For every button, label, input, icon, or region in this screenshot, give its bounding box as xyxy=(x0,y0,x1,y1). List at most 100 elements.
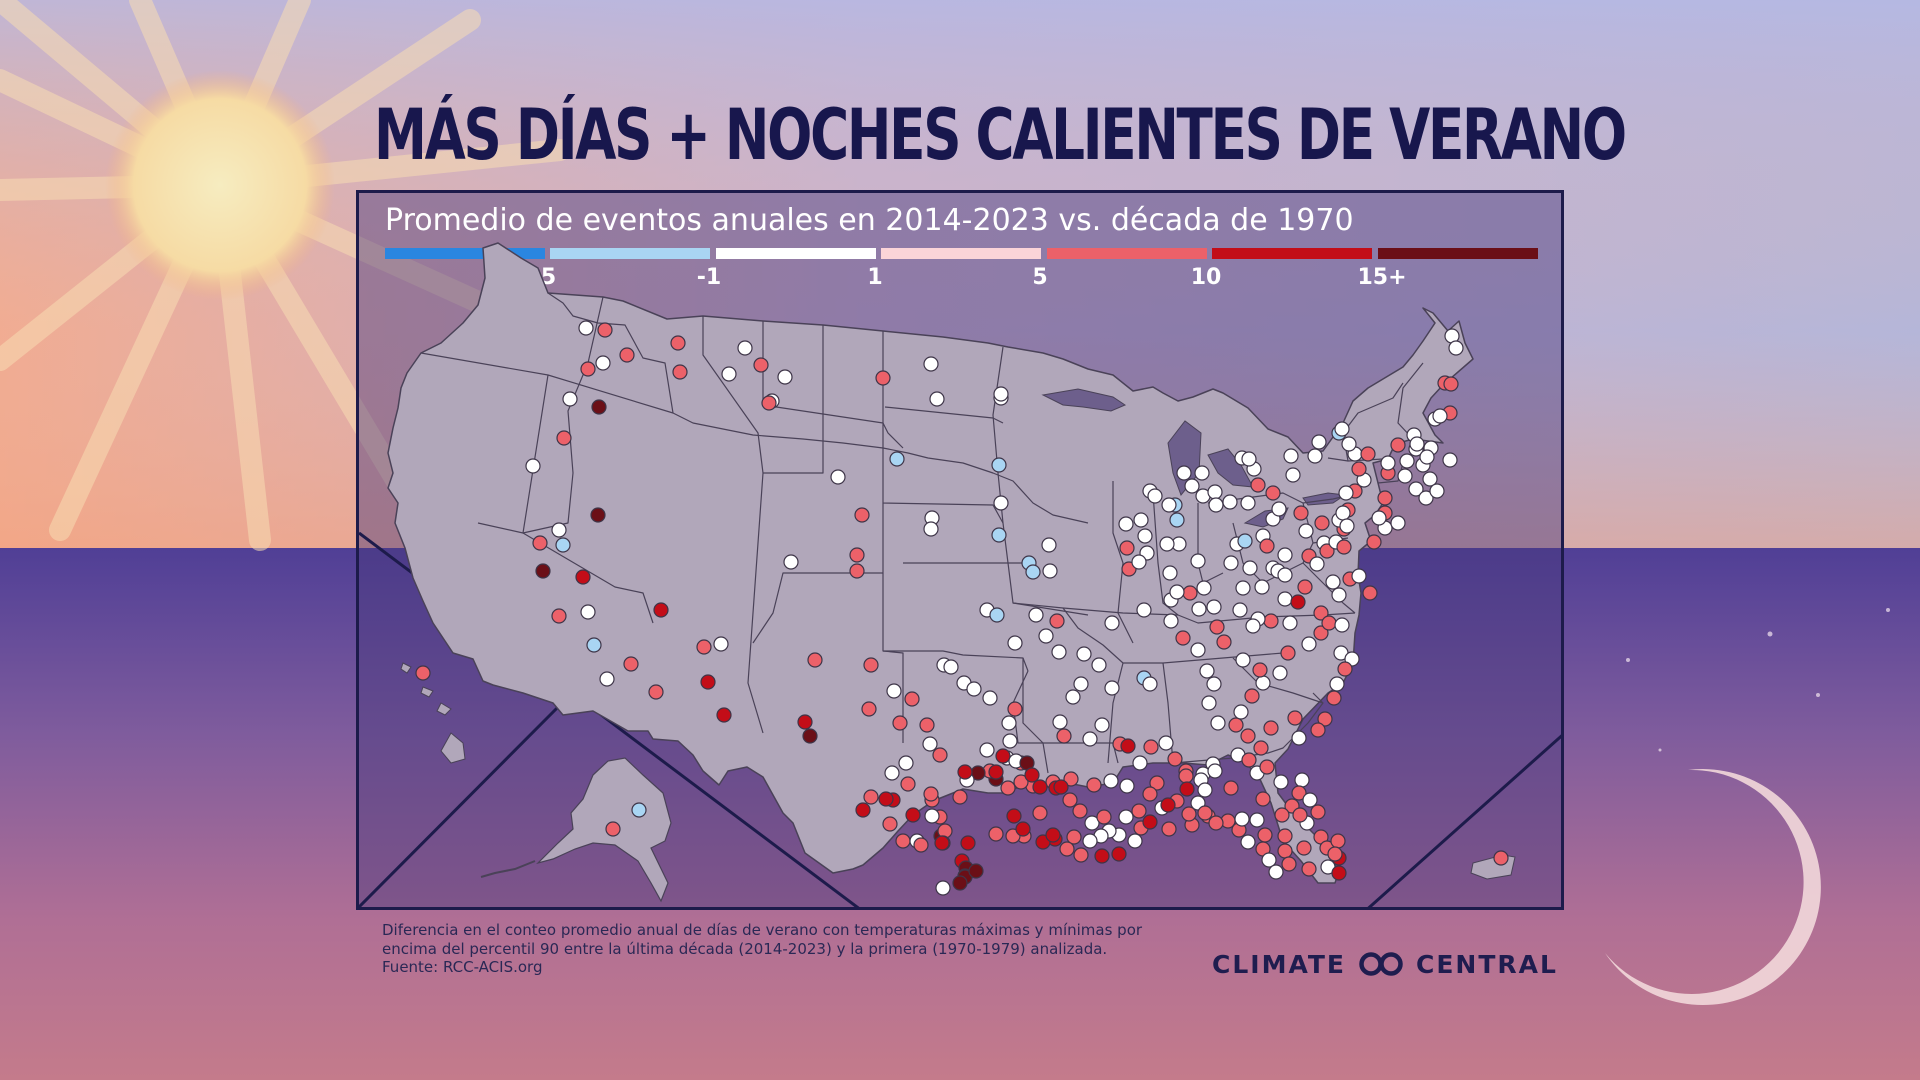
station-marker xyxy=(1169,512,1185,528)
station-marker xyxy=(1000,780,1016,796)
station-marker xyxy=(1084,815,1100,831)
station-marker xyxy=(1240,728,1256,744)
station-marker xyxy=(753,357,769,373)
station-marker xyxy=(1293,505,1309,521)
station-marker xyxy=(1159,536,1175,552)
station-marker xyxy=(1065,689,1081,705)
station-marker xyxy=(1235,652,1251,668)
station-marker xyxy=(1120,738,1136,754)
station-marker xyxy=(1311,434,1327,450)
station-marker xyxy=(1206,676,1222,692)
station-marker xyxy=(623,656,639,672)
station-marker xyxy=(1268,864,1284,880)
station-marker xyxy=(988,764,1004,780)
station-marker xyxy=(1325,574,1341,590)
station-marker xyxy=(878,791,894,807)
station-marker xyxy=(1399,453,1415,469)
station-marker xyxy=(1032,779,1048,795)
station-marker xyxy=(1094,848,1110,864)
station-marker xyxy=(1255,675,1271,691)
station-marker xyxy=(595,355,611,371)
legend-tick-label: 5 xyxy=(1032,265,1048,290)
station-marker xyxy=(1241,451,1257,467)
legend-bin-4 xyxy=(881,248,1041,259)
station-marker xyxy=(991,457,1007,473)
legend-tick-label: 10 xyxy=(1190,265,1222,290)
station-marker xyxy=(1448,340,1464,356)
station-marker xyxy=(932,747,948,763)
station-marker xyxy=(653,602,669,618)
station-marker xyxy=(1028,607,1044,623)
station-marker xyxy=(525,458,541,474)
station-marker xyxy=(1182,585,1198,601)
station-marker xyxy=(1493,850,1509,866)
station-marker xyxy=(1082,731,1098,747)
station-marker xyxy=(1208,497,1224,513)
station-marker xyxy=(1294,772,1310,788)
map-panel: Promedio de eventos anuales en 2014-2023… xyxy=(356,190,1564,910)
legend-bin-7 xyxy=(1378,248,1538,259)
station-marker xyxy=(1207,763,1223,779)
station-marker xyxy=(1179,781,1195,797)
footnote-source: Fuente: RCC-ACIS.org xyxy=(382,958,543,976)
station-marker xyxy=(1015,821,1031,837)
sun-icon xyxy=(105,70,335,300)
station-marker xyxy=(1118,516,1134,532)
station-marker xyxy=(1245,618,1261,634)
station-marker xyxy=(1160,797,1176,813)
station-marker xyxy=(1191,601,1207,617)
station-marker xyxy=(855,802,871,818)
station-marker xyxy=(863,789,879,805)
legend-bin-2 xyxy=(550,248,710,259)
station-marker xyxy=(1237,533,1253,549)
station-marker xyxy=(1162,565,1178,581)
station-marker xyxy=(1184,478,1200,494)
station-marker xyxy=(1310,804,1326,820)
station-marker xyxy=(919,717,935,733)
station-marker xyxy=(1175,630,1191,646)
station-marker xyxy=(1234,811,1250,827)
station-marker xyxy=(923,521,939,537)
station-marker xyxy=(1409,436,1425,452)
station-marker xyxy=(1228,717,1244,733)
station-marker xyxy=(1310,722,1326,738)
station-marker xyxy=(1196,580,1212,596)
station-marker xyxy=(1272,665,1288,681)
station-marker xyxy=(1104,615,1120,631)
station-marker xyxy=(854,507,870,523)
station-marker xyxy=(1334,421,1350,437)
station-marker xyxy=(1442,452,1458,468)
station-marker xyxy=(1422,471,1438,487)
station-marker xyxy=(700,674,716,690)
station-marker xyxy=(1432,408,1448,424)
station-marker xyxy=(1419,449,1435,465)
station-marker xyxy=(1091,657,1107,673)
station-marker xyxy=(830,469,846,485)
station-marker xyxy=(1210,715,1226,731)
station-marker xyxy=(586,637,602,653)
station-marker xyxy=(555,537,571,553)
station-marker xyxy=(1161,497,1177,513)
station-marker xyxy=(1259,759,1275,775)
station-marker xyxy=(1331,587,1347,603)
station-marker xyxy=(1062,792,1078,808)
station-marker xyxy=(943,659,959,675)
station-marker xyxy=(1178,768,1194,784)
map-subtitle: Promedio de eventos anuales en 2014-2023… xyxy=(385,203,1354,238)
station-marker xyxy=(988,826,1004,842)
station-marker xyxy=(1052,714,1068,730)
station-marker xyxy=(1317,711,1333,727)
station-marker xyxy=(1197,805,1213,821)
station-marker xyxy=(777,369,793,385)
station-marker xyxy=(1232,602,1248,618)
station-marker xyxy=(1257,827,1273,843)
station-marker xyxy=(1056,728,1072,744)
station-marker xyxy=(716,707,732,723)
station-marker xyxy=(884,765,900,781)
station-marker xyxy=(1263,613,1279,629)
station-marker xyxy=(929,391,945,407)
station-marker xyxy=(1334,617,1350,633)
station-marker xyxy=(1053,779,1069,795)
station-marker xyxy=(1443,376,1459,392)
footnote-line: encima del percentil 90 entre la última … xyxy=(382,939,1108,958)
